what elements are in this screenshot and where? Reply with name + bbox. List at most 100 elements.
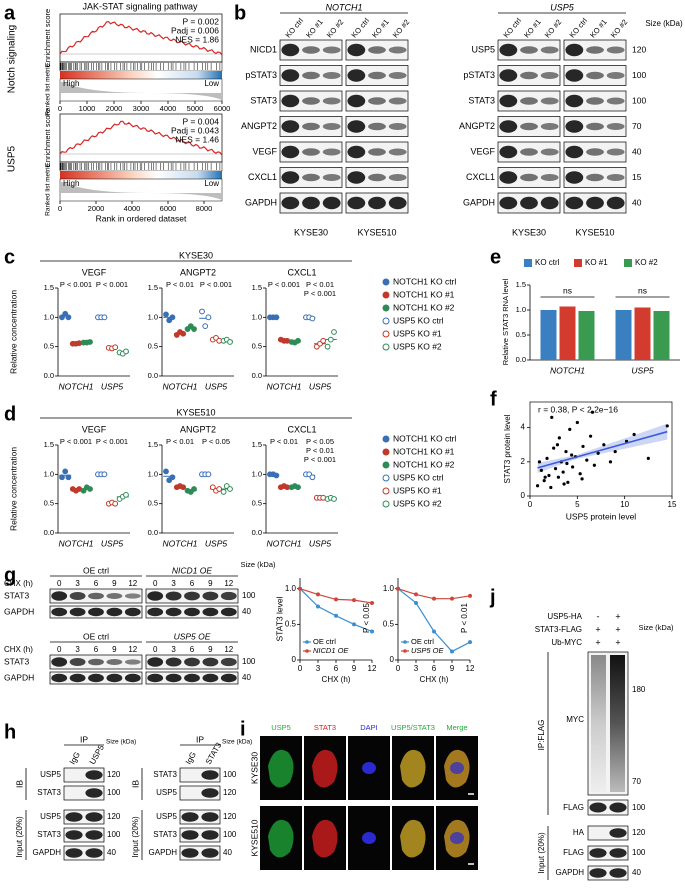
band bbox=[499, 43, 518, 57]
label: MYC bbox=[566, 715, 584, 724]
legend-label: USP5 KO #2 bbox=[393, 498, 442, 508]
label: STAT3 bbox=[4, 590, 29, 600]
legend-label: USP5 KO #1 bbox=[393, 485, 442, 495]
point bbox=[298, 586, 302, 591]
dot bbox=[112, 500, 119, 507]
cell bbox=[312, 819, 338, 858]
bar bbox=[559, 306, 576, 360]
point bbox=[565, 461, 569, 466]
label: 100 bbox=[632, 95, 646, 105]
dot bbox=[180, 330, 187, 337]
band bbox=[220, 591, 237, 601]
band bbox=[51, 657, 68, 667]
dot bbox=[169, 314, 176, 321]
label: KYSE30 bbox=[294, 227, 328, 237]
x-tick-label: 6 bbox=[334, 664, 339, 673]
label: 120 bbox=[632, 828, 646, 837]
band bbox=[322, 97, 341, 105]
label: 100 bbox=[223, 830, 237, 839]
dot bbox=[80, 487, 87, 494]
label: STAT3 bbox=[37, 788, 61, 797]
point bbox=[556, 475, 561, 479]
cell bbox=[268, 819, 294, 858]
dot bbox=[65, 474, 72, 481]
p-value: P < 0.001 bbox=[304, 455, 336, 464]
band bbox=[540, 72, 559, 79]
p-value: P < 0.01 bbox=[166, 280, 194, 289]
point bbox=[432, 629, 436, 634]
band bbox=[609, 868, 627, 878]
label: STAT3 bbox=[37, 830, 61, 839]
legend-marker bbox=[382, 487, 390, 495]
label: GAPDH bbox=[33, 848, 62, 857]
label: NOTCH1 bbox=[163, 538, 198, 548]
label: Ranked list metric bbox=[45, 63, 52, 115]
label: DAPI bbox=[360, 723, 378, 732]
rank-bar bbox=[60, 171, 222, 179]
label: NOTCH1 bbox=[267, 381, 302, 391]
dot bbox=[62, 468, 69, 475]
rank-area bbox=[60, 81, 222, 100]
label: OE ctrl bbox=[83, 565, 109, 575]
label: USP5 bbox=[101, 381, 123, 391]
label: CXCL1 bbox=[466, 172, 495, 182]
y-tick-label: 0.5 bbox=[516, 330, 526, 339]
label: NOTCH1 bbox=[550, 365, 585, 375]
legend-label: NOTCH1 KO #1 bbox=[393, 446, 455, 456]
point bbox=[537, 460, 542, 464]
label: + bbox=[595, 637, 600, 647]
label: 180 bbox=[632, 685, 646, 694]
point bbox=[590, 410, 595, 414]
dot bbox=[163, 468, 169, 475]
point bbox=[578, 472, 582, 476]
dot bbox=[87, 339, 93, 345]
band bbox=[540, 97, 559, 105]
band bbox=[368, 71, 386, 80]
fit-line bbox=[537, 430, 668, 469]
time-label: 9 bbox=[112, 579, 117, 588]
legend-label: USP5 OE bbox=[411, 646, 445, 655]
label: Input (20%) bbox=[131, 816, 140, 858]
y-tick-label: 1.0 bbox=[148, 469, 158, 478]
label: STAT3 bbox=[153, 770, 177, 779]
label: 40 bbox=[242, 673, 251, 682]
band bbox=[184, 607, 200, 617]
point bbox=[564, 449, 568, 454]
time-label: 3 bbox=[75, 579, 80, 588]
label: CXCL1 bbox=[287, 267, 316, 277]
band bbox=[609, 848, 627, 858]
label: Size (kDa) bbox=[638, 623, 674, 632]
time-label: 6 bbox=[190, 645, 195, 654]
label: IP bbox=[196, 734, 204, 744]
dot bbox=[199, 308, 205, 315]
point bbox=[316, 592, 320, 597]
band bbox=[565, 145, 584, 159]
legend-swatch bbox=[524, 259, 532, 267]
panel-label: b bbox=[234, 2, 246, 24]
band bbox=[181, 812, 199, 822]
band bbox=[609, 828, 627, 838]
x-tick-label: 2000 bbox=[88, 204, 105, 213]
band bbox=[606, 196, 625, 210]
time-label: 9 bbox=[208, 579, 213, 588]
label: - bbox=[597, 611, 600, 621]
band bbox=[124, 673, 141, 683]
label: USP5 OE bbox=[174, 631, 211, 641]
band bbox=[499, 145, 518, 159]
legend-marker bbox=[382, 317, 390, 325]
band bbox=[201, 848, 219, 858]
x-tick-label: 9 bbox=[450, 664, 455, 673]
band bbox=[388, 46, 407, 54]
panel-label: j bbox=[489, 586, 496, 608]
p-value: P < 0.001 bbox=[96, 280, 128, 289]
band bbox=[302, 71, 320, 80]
p-value: P < 0.01 bbox=[166, 437, 194, 446]
label: + bbox=[615, 624, 620, 634]
y-tick-label: 0 bbox=[292, 655, 297, 664]
band bbox=[322, 46, 341, 54]
legend-marker bbox=[403, 649, 407, 653]
band bbox=[147, 657, 164, 667]
point bbox=[553, 467, 558, 471]
band bbox=[302, 148, 320, 156]
band bbox=[202, 673, 219, 683]
